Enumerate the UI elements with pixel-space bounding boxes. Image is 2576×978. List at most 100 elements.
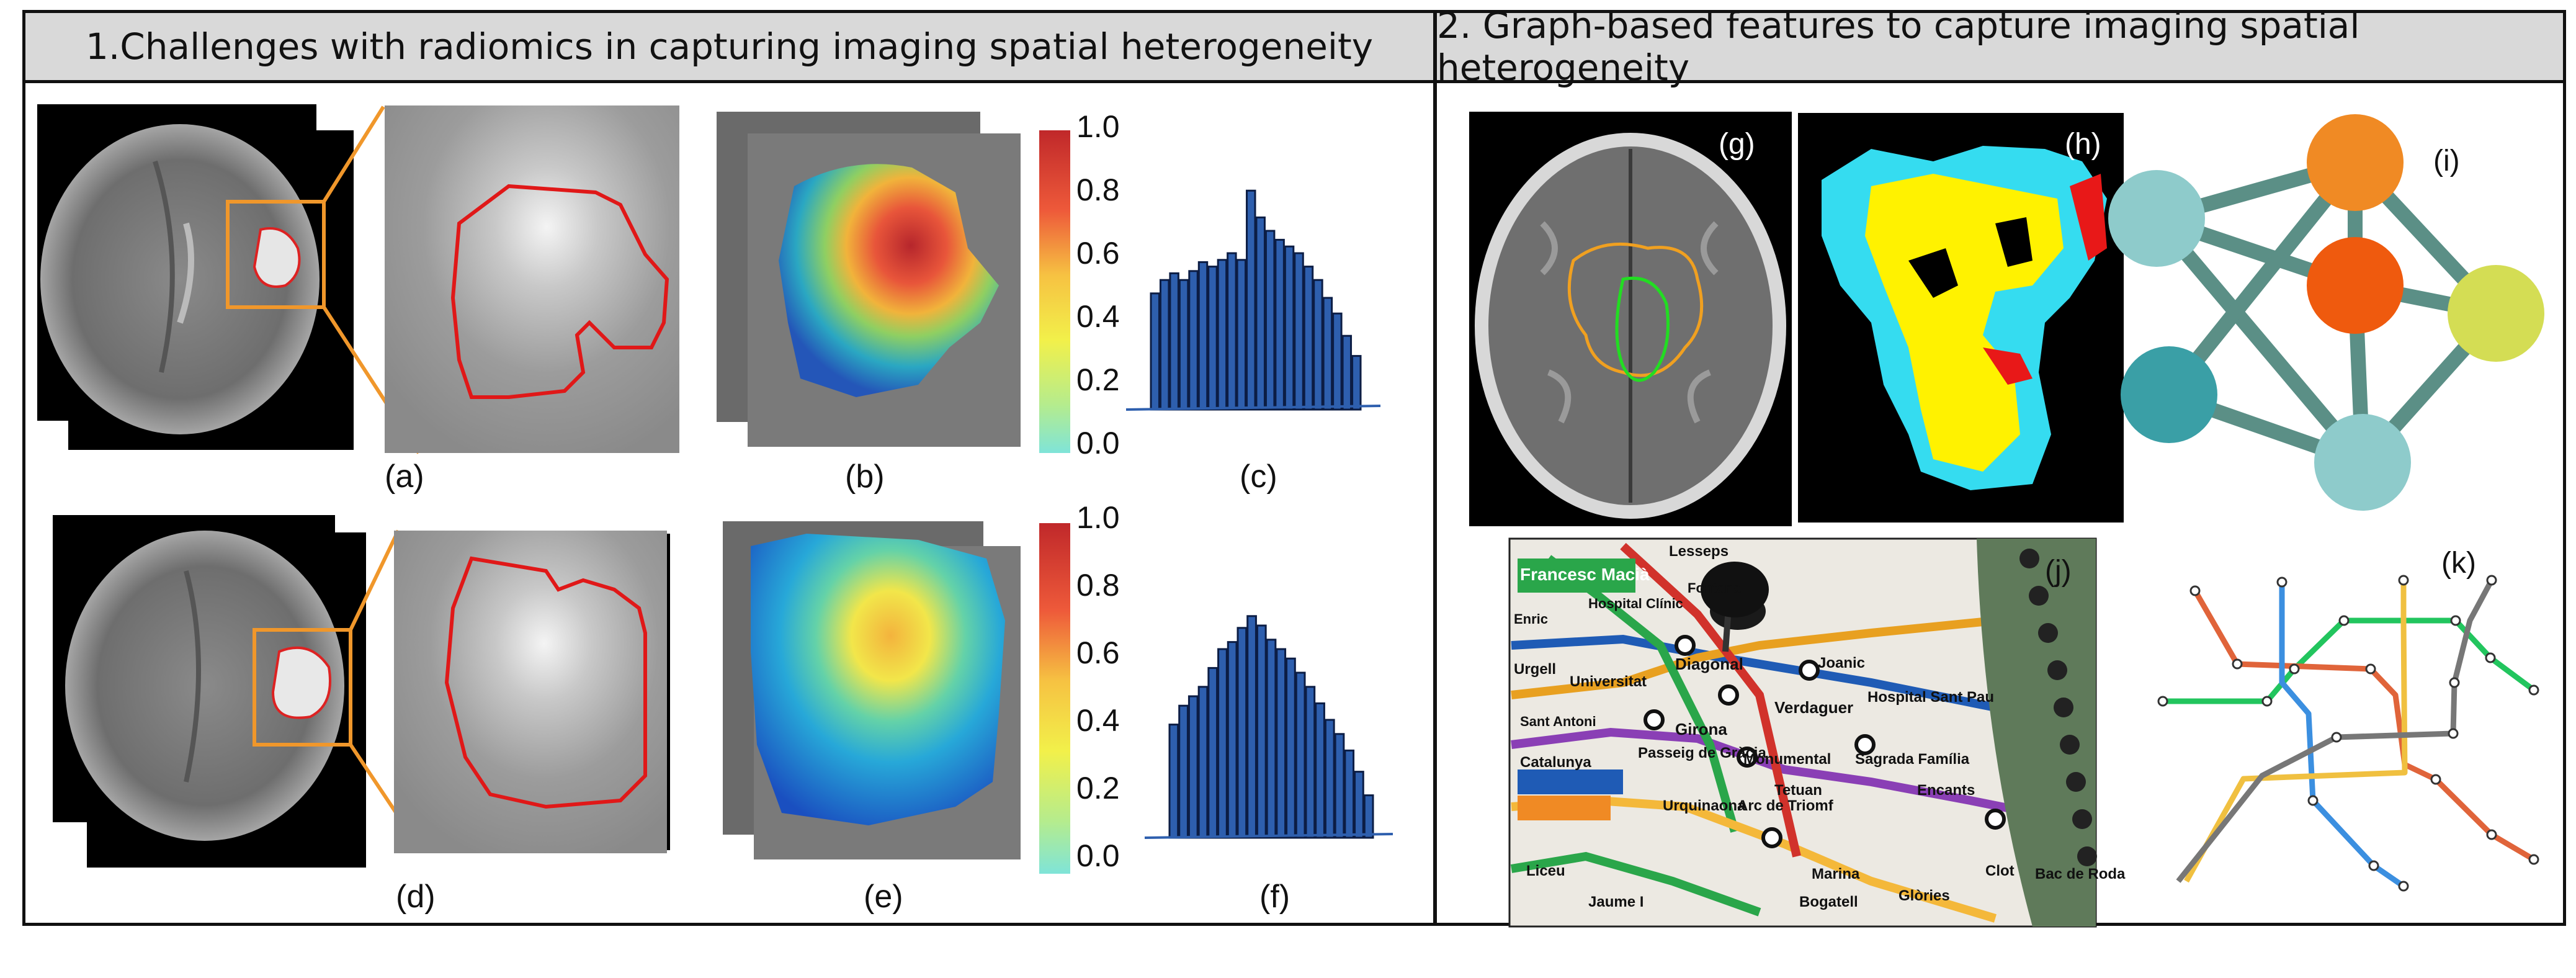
histogram-bar	[1332, 312, 1343, 411]
metro-station-label: Urquinaona	[1663, 797, 1746, 814]
radiomics-panels	[37, 104, 1393, 874]
histogram-bar	[1227, 252, 1237, 411]
colorbar-tick-label: 1.0	[1076, 500, 1120, 535]
metro-station-label: Francesc Macià	[1520, 565, 1650, 584]
tumor-zoom-a	[385, 105, 679, 453]
histogram-bar	[1334, 733, 1345, 839]
tumor-zoom-d	[394, 531, 670, 853]
histogram-baseline	[1144, 833, 1393, 839]
graph-node	[2448, 265, 2544, 362]
heatmap-e	[723, 521, 1021, 859]
metro-station-label: Tetuan	[1774, 782, 1822, 799]
metro-station-label: Liceu	[1526, 863, 1565, 879]
brain-mri-d	[53, 515, 424, 868]
colorbar-1	[1039, 130, 1070, 453]
colorbar-tick-label: 0.6	[1076, 635, 1120, 670]
brain-mri-g	[1469, 112, 1792, 526]
metro-station-label: Diagonal	[1675, 655, 1743, 673]
panel-label-a: (a)	[385, 459, 424, 495]
metro-station-label: Marina	[1812, 866, 1860, 882]
metro-schematic-k	[2157, 575, 2539, 892]
brain-mri-a	[37, 104, 421, 454]
histogram-bar	[1197, 261, 1209, 411]
graph-node	[2314, 414, 2411, 511]
histogram-bar	[1188, 270, 1199, 411]
section-title-left: 1.Challenges with radiomics in capturing…	[25, 13, 1433, 83]
histogram-bar	[1264, 230, 1276, 411]
histogram-bar	[1255, 216, 1266, 411]
panel-label-d: (d)	[396, 879, 436, 915]
panel-label-i: (i)	[2433, 145, 2460, 177]
metro-map-photo-j	[1508, 537, 2097, 928]
colorbar-tick-label: 0.6	[1076, 236, 1120, 271]
panel-label-c: (c)	[1240, 459, 1277, 495]
histogram-bar	[1284, 245, 1295, 411]
histogram-bar	[1197, 686, 1209, 839]
metro-station-label: Catalunya	[1520, 754, 1591, 771]
graph-node	[2121, 346, 2217, 443]
graph-node	[2108, 170, 2205, 267]
histogram-bar	[1354, 771, 1364, 839]
histogram-bar	[1322, 297, 1333, 411]
histogram-bar	[1217, 648, 1228, 839]
histogram-bar	[1351, 355, 1362, 411]
metro-station-label: Enric	[1514, 611, 1549, 627]
metro-station-label: Glòries	[1898, 887, 1950, 904]
colorbar-tick-label: 0.0	[1076, 838, 1120, 873]
colorbar-tick-label: 0.2	[1076, 362, 1120, 397]
histogram-bar	[1295, 671, 1306, 839]
colorbar-tick-label: 0.4	[1076, 299, 1120, 334]
histogram-bar	[1237, 627, 1248, 839]
graph-diagram-i	[2108, 114, 2544, 511]
metro-station-label: Joanic	[1818, 655, 1866, 671]
colorbar-tick-label: 1.0	[1076, 109, 1120, 144]
metro-station-label: Encants	[1917, 782, 1975, 799]
metro-station-label: Monumental	[1743, 751, 1831, 768]
histogram-bar	[1246, 615, 1257, 839]
panel-label-b: (b)	[845, 459, 885, 495]
histogram-bar	[1168, 724, 1179, 839]
histogram-bar	[1246, 189, 1256, 411]
histogram-bar	[1305, 686, 1316, 839]
figure-frame	[22, 10, 2566, 926]
histogram-bar	[1150, 292, 1160, 411]
histogram-bar	[1315, 702, 1325, 839]
segmentation-map-h	[1798, 113, 2124, 523]
histogram-bar	[1236, 259, 1247, 411]
histogram-c	[1125, 189, 1381, 411]
panel-label-f: (f)	[1259, 879, 1290, 915]
metro-station-label: Sagrada Família	[1855, 751, 1970, 768]
colorbar-tick-label: 0.2	[1076, 771, 1120, 805]
histogram-bar	[1324, 719, 1335, 839]
histogram-bar	[1207, 666, 1219, 839]
graph-panels	[1469, 112, 2544, 928]
histogram-bar	[1178, 279, 1189, 411]
histogram-bar	[1313, 279, 1323, 411]
metro-station-label: Bac de Roda	[2035, 866, 2126, 882]
graph-node	[2307, 237, 2404, 334]
section-divider	[1433, 10, 1437, 926]
histogram-bar	[1217, 259, 1228, 411]
panel-label-h: (h)	[2065, 128, 2101, 161]
metro-station-label: Bogatell	[1799, 894, 1858, 910]
colorbar-tick-label: 0.0	[1076, 426, 1120, 460]
colorbar-2	[1039, 523, 1070, 874]
histogram-f	[1144, 615, 1393, 839]
panel-label-g: (g)	[1719, 128, 1755, 161]
histogram-bar	[1286, 657, 1296, 839]
histogram-bar	[1207, 266, 1218, 411]
metro-station-label: Girona	[1675, 720, 1727, 738]
histogram-bar	[1303, 266, 1314, 411]
metro-station-label: Sant Antoni	[1520, 714, 1596, 729]
heatmap-b	[717, 112, 1021, 447]
histogram-bar	[1341, 334, 1353, 411]
histogram-bar	[1256, 624, 1267, 839]
metro-station-label: Clot	[1985, 863, 2015, 879]
histogram-bar	[1178, 704, 1189, 839]
histogram-bar	[1187, 695, 1199, 839]
histogram-bar	[1344, 749, 1355, 839]
histogram-baseline	[1125, 405, 1381, 411]
histogram-bar	[1294, 252, 1304, 411]
histogram-bar	[1266, 639, 1277, 839]
colorbar-tick-label: 0.8	[1076, 568, 1120, 603]
